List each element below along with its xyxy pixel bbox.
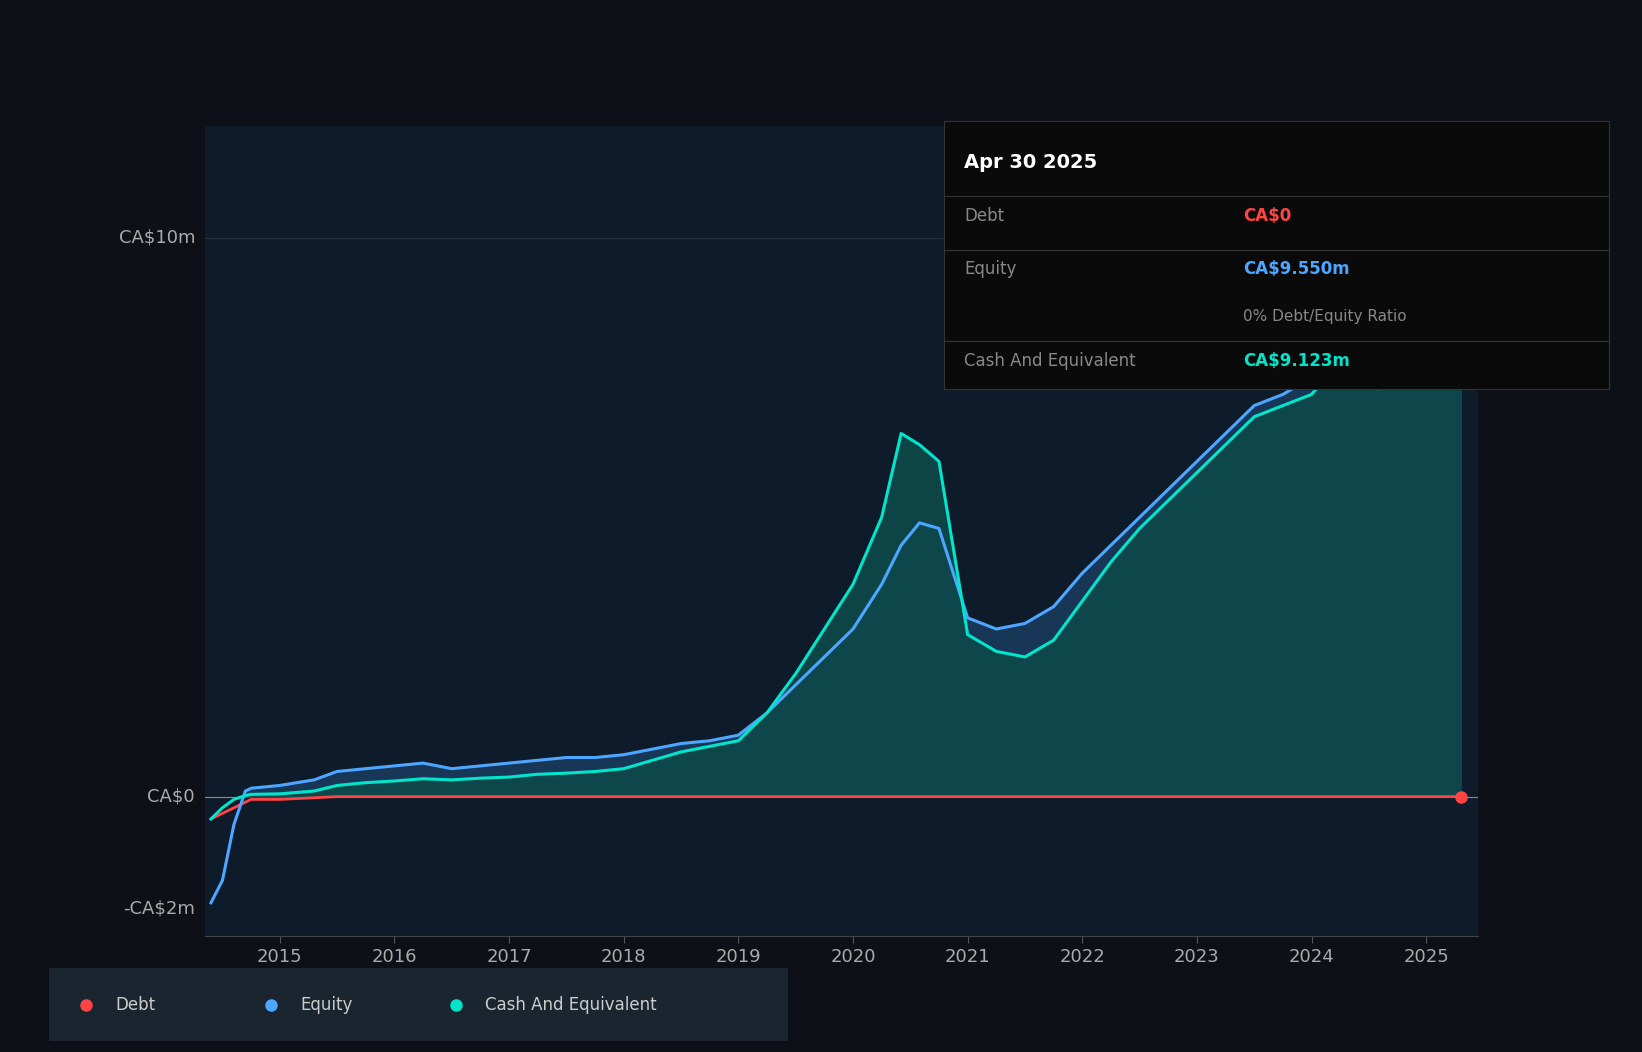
Text: Equity: Equity: [964, 261, 1016, 279]
Text: CA$0: CA$0: [1243, 207, 1292, 225]
Text: CA$10m: CA$10m: [118, 229, 195, 247]
Text: Cash And Equivalent: Cash And Equivalent: [486, 995, 657, 1014]
Text: 0% Debt/Equity Ratio: 0% Debt/Equity Ratio: [1243, 309, 1407, 324]
Text: CA$0: CA$0: [148, 788, 195, 806]
Text: Cash And Equivalent: Cash And Equivalent: [964, 351, 1136, 369]
Text: Apr 30 2025: Apr 30 2025: [964, 154, 1097, 173]
Text: CA$9.123m: CA$9.123m: [1243, 351, 1350, 369]
Text: -CA$2m: -CA$2m: [123, 899, 195, 917]
Text: Debt: Debt: [115, 995, 156, 1014]
Text: Equity: Equity: [300, 995, 353, 1014]
Text: CA$9.550m: CA$9.550m: [1243, 261, 1350, 279]
Text: Debt: Debt: [964, 207, 1005, 225]
